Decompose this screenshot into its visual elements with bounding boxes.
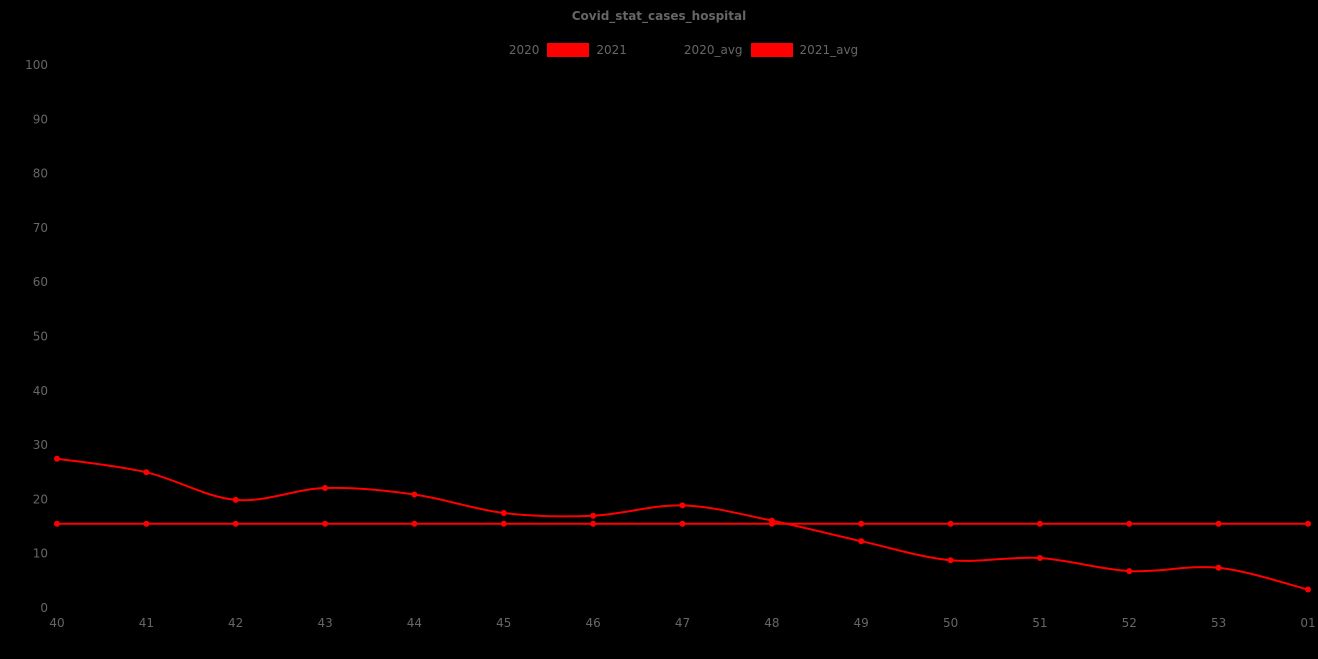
y-tick-label-80: 80 bbox=[33, 167, 48, 181]
legend-swatch-2020 bbox=[459, 43, 502, 57]
x-tick-label-45: 45 bbox=[496, 616, 511, 630]
x-tick-label-44: 44 bbox=[407, 616, 422, 630]
data-point-2021-42 bbox=[232, 496, 239, 503]
y-tick-label-0: 0 bbox=[40, 601, 48, 615]
data-point-2021_avg-43 bbox=[322, 520, 329, 527]
y-tick-label-90: 90 bbox=[33, 112, 48, 126]
x-tick-label-40: 40 bbox=[49, 616, 64, 630]
data-point-2021-53 bbox=[1215, 564, 1222, 571]
x-tick-label-43: 43 bbox=[317, 616, 332, 630]
legend-label-2021: 2021 bbox=[596, 43, 627, 57]
data-point-2021-49 bbox=[858, 538, 865, 545]
y-tick-label-50: 50 bbox=[33, 330, 48, 344]
legend-label-2020_avg: 2020_avg bbox=[683, 43, 743, 57]
legend-label-2020: 2020 bbox=[508, 43, 540, 57]
x-tick-label-51: 51 bbox=[1032, 616, 1047, 630]
legend-item-2020_avg[interactable]: 2020_avg bbox=[634, 43, 743, 57]
y-tick-label-10: 10 bbox=[33, 547, 48, 561]
x-tick-label-46: 46 bbox=[585, 616, 600, 630]
data-point-2021-51 bbox=[1036, 555, 1043, 561]
data-point-2021_avg-44 bbox=[411, 520, 418, 527]
data-point-2021-44 bbox=[411, 491, 418, 498]
data-point-2021_avg-45 bbox=[500, 520, 507, 527]
data-point-2021-47 bbox=[679, 502, 686, 509]
legend-item-2021[interactable]: 2021 bbox=[547, 43, 627, 57]
data-point-2021_avg-53 bbox=[1215, 520, 1222, 527]
y-tick-label-60: 60 bbox=[33, 275, 48, 289]
data-point-2021_avg-51 bbox=[1036, 520, 1043, 527]
x-tick-label-48: 48 bbox=[764, 616, 779, 630]
chart-title: Covid_stat_cases_hospital bbox=[571, 9, 747, 23]
data-point-2021_avg-46 bbox=[590, 520, 597, 527]
data-point-2021_avg-40 bbox=[54, 520, 60, 527]
legend-swatch-2021 bbox=[547, 43, 590, 57]
data-point-2021-40 bbox=[54, 455, 60, 462]
x-tick-label-53: 53 bbox=[1211, 616, 1226, 630]
data-point-2021-50 bbox=[947, 557, 954, 564]
y-tick-label-40: 40 bbox=[33, 384, 48, 398]
chart-legend: 2020 2021 2020_avg 2021_avg bbox=[0, 43, 1318, 57]
data-point-2021-45 bbox=[500, 510, 507, 516]
data-point-2021-41 bbox=[143, 469, 150, 476]
data-point-2021-43 bbox=[322, 485, 329, 491]
data-point-2021_avg-41 bbox=[143, 520, 150, 527]
x-tick-label-01: 01 bbox=[1300, 616, 1315, 630]
legend-swatch-2021_avg bbox=[750, 43, 793, 57]
x-tick-label-42: 42 bbox=[228, 616, 243, 630]
data-point-2021_avg-52 bbox=[1126, 520, 1133, 527]
x-tick-label-41: 41 bbox=[139, 616, 154, 630]
x-tick-label-49: 49 bbox=[854, 616, 869, 630]
legend-swatch-2020_avg bbox=[634, 43, 677, 57]
data-point-2021_avg-50 bbox=[947, 520, 954, 527]
data-point-2021_avg-48 bbox=[768, 520, 775, 527]
data-point-2021_avg-49 bbox=[858, 520, 865, 527]
data-point-2021-01 bbox=[1305, 586, 1311, 593]
x-tick-label-50: 50 bbox=[943, 616, 958, 630]
y-tick-label-70: 70 bbox=[33, 221, 48, 235]
legend-label-2021_avg: 2021_avg bbox=[799, 43, 859, 57]
data-point-2021-52 bbox=[1126, 568, 1133, 575]
y-tick-label-30: 30 bbox=[33, 438, 48, 452]
x-tick-label-52: 52 bbox=[1122, 616, 1137, 630]
legend-item-2021_avg[interactable]: 2021_avg bbox=[750, 43, 859, 57]
y-tick-label-20: 20 bbox=[33, 492, 48, 506]
data-point-2021_avg-01 bbox=[1305, 520, 1311, 527]
y-tick-label-100: 100 bbox=[25, 58, 48, 72]
data-point-2021-46 bbox=[590, 512, 597, 519]
legend-item-2020[interactable]: 2020 bbox=[459, 43, 540, 57]
data-point-2021_avg-47 bbox=[679, 520, 686, 527]
data-point-2021_avg-42 bbox=[232, 520, 239, 527]
x-tick-label-47: 47 bbox=[675, 616, 690, 630]
